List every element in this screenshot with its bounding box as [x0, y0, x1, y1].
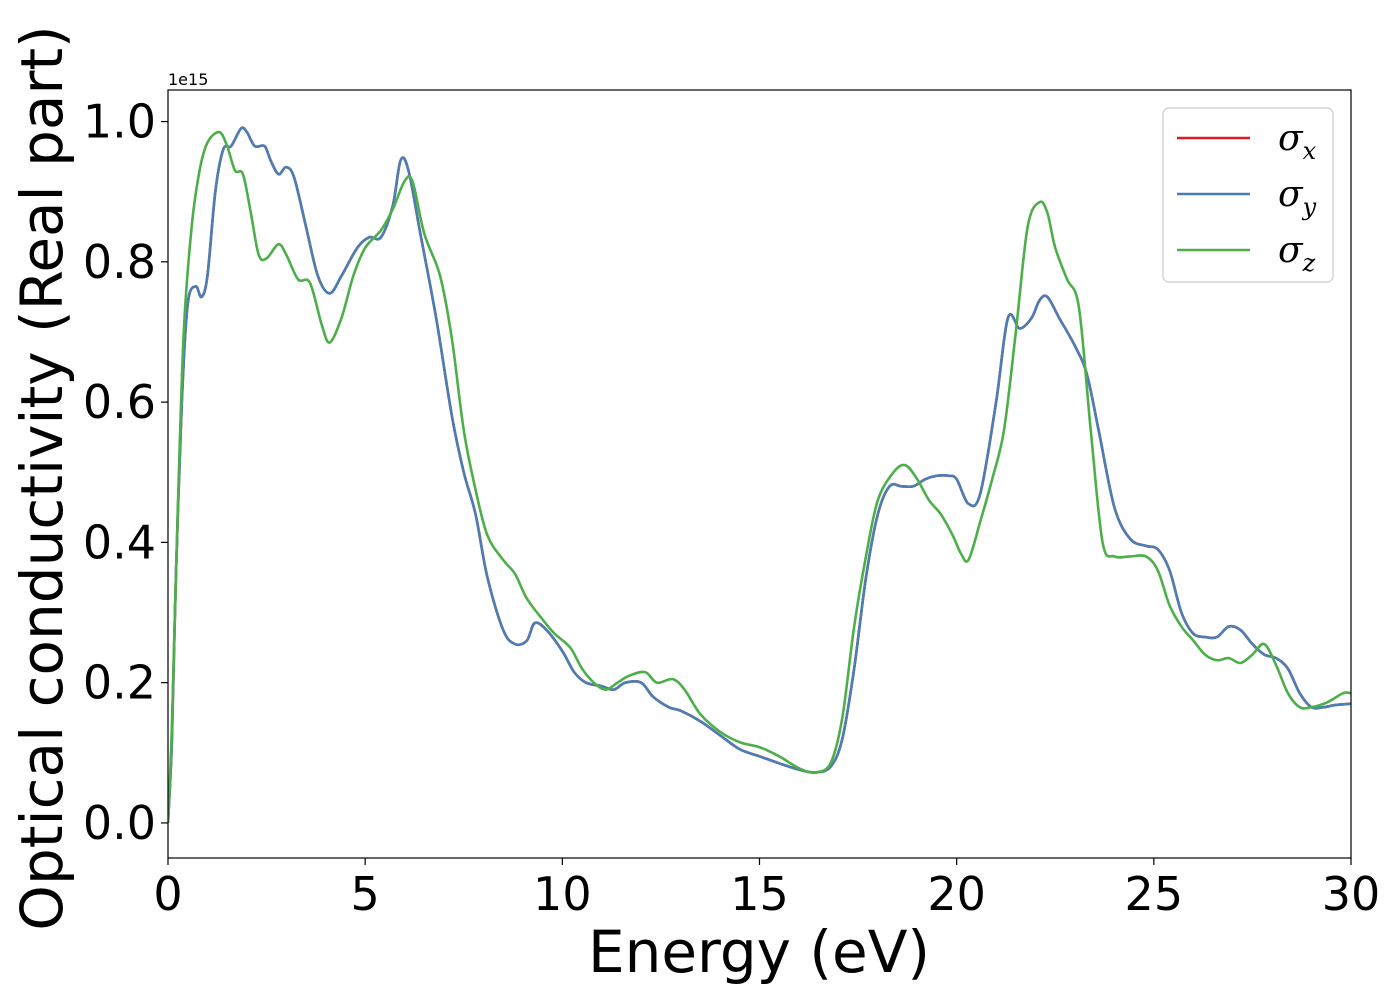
y-tick-label: 0.6: [83, 375, 156, 429]
legend-label-z: σz: [1278, 230, 1316, 277]
x-tick-label: 0: [153, 867, 182, 921]
x-tick-label: 30: [1322, 867, 1381, 921]
y-offset-label: 1e15: [168, 70, 208, 89]
x-axis: 0 5 10 15 20 25 30: [153, 858, 1380, 921]
x-tick-label: 25: [1125, 867, 1184, 921]
y-tick-label: 0.2: [83, 656, 156, 710]
series-layer: [168, 126, 1351, 823]
y-tick-label: 0.4: [83, 515, 156, 569]
y-tick-label: 0.8: [83, 235, 156, 289]
x-tick-label: 20: [927, 867, 986, 921]
x-axis-label: Energy (eV): [588, 918, 930, 986]
series-line-y: [168, 126, 1351, 823]
y-axis: 0.0 0.2 0.4 0.6 0.8 1.0: [83, 95, 168, 850]
series-line-z: [168, 130, 1351, 823]
legend: σx σy σz: [1162, 107, 1334, 283]
legend-label-x: σx: [1278, 118, 1317, 165]
y-axis-label: Optical conductivity (Real part): [8, 25, 76, 930]
x-tick-label: 5: [351, 867, 380, 921]
y-tick-label: 0.0: [83, 796, 156, 850]
legend-label-y: σy: [1278, 174, 1317, 221]
x-tick-label: 15: [730, 867, 789, 921]
y-tick-label: 1.0: [83, 95, 156, 149]
x-tick-label: 10: [533, 867, 592, 921]
